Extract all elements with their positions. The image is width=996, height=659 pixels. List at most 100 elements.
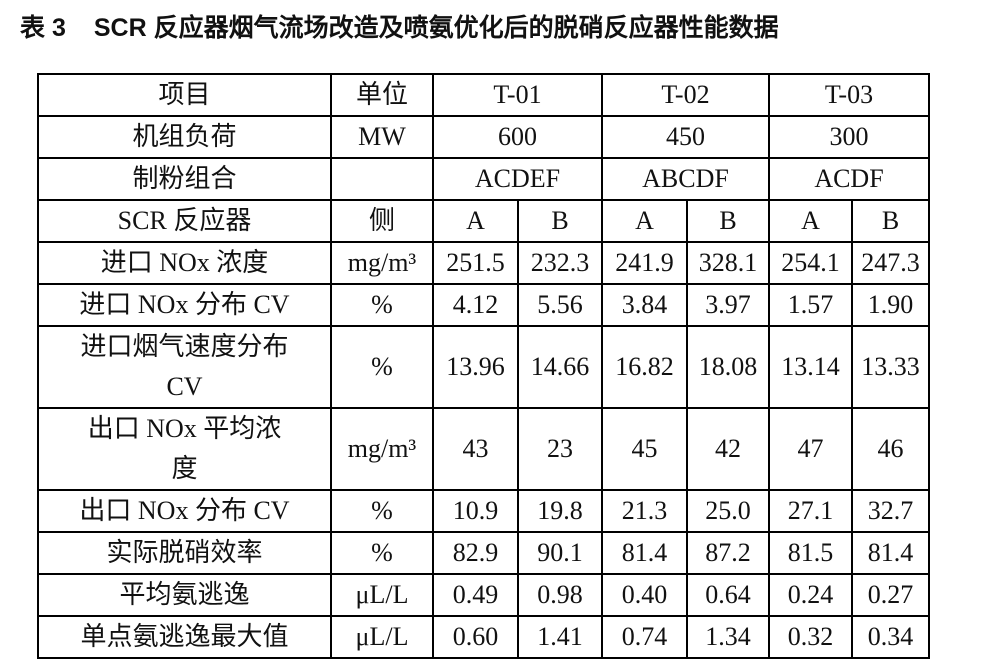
value-cell: 46	[851, 407, 930, 491]
unit-cell: μL/L	[330, 573, 434, 617]
value-cell: 300	[768, 115, 930, 159]
value-cell: 16.82	[601, 325, 688, 409]
header-cell: 单位	[330, 73, 434, 117]
table-row: 单点氨逃逸最大值 μL/L 0.60 1.41 0.74 1.34 0.32 0.34	[37, 615, 930, 659]
value-cell: 21.3	[601, 489, 688, 533]
table-row: 出口 NOx 分布 CV% 10.9 19.8 21.3 25.0 27.1 32.7	[37, 489, 930, 533]
value-cell: 13.33	[851, 325, 930, 409]
row-label: 进口烟气速度分布 CV	[37, 325, 332, 409]
value-cell: 4.12	[432, 283, 519, 327]
value-cell: 247.3	[851, 241, 930, 285]
value-cell: 254.1	[768, 241, 853, 285]
header-cell: T-03	[768, 73, 930, 117]
value-cell: B	[517, 199, 603, 243]
table-row: 出口 NOx 平均浓度 mg/m³ 43 23 45 42 47 46	[37, 407, 930, 491]
value-cell: 0.40	[601, 573, 688, 617]
value-cell: 13.14	[768, 325, 853, 409]
value-cell: 3.97	[686, 283, 770, 327]
value-cell: 1.34	[686, 615, 770, 659]
unit-cell: %	[330, 325, 434, 409]
value-cell: 600	[432, 115, 603, 159]
value-cell: 0.27	[851, 573, 930, 617]
table-row: 实际脱硝效率% 82.9 90.1 81.4 87.2 81.5 81.4	[37, 531, 930, 575]
value-cell: 14.66	[517, 325, 603, 409]
unit-cell: %	[330, 489, 434, 533]
value-cell: B	[851, 199, 930, 243]
row-label: 进口 NOx 浓度	[37, 241, 332, 285]
value-cell: 0.98	[517, 573, 603, 617]
value-cell: 90.1	[517, 531, 603, 575]
value-cell: 19.8	[517, 489, 603, 533]
table-row: 平均氨逃逸 μL/L 0.49 0.98 0.40 0.64 0.24 0.27	[37, 573, 930, 617]
value-cell: 32.7	[851, 489, 930, 533]
value-cell: ACDF	[768, 157, 930, 201]
value-cell: 0.24	[768, 573, 853, 617]
table-row: SCR 反应器侧 A B A B A B	[37, 199, 930, 243]
row-label: 机组负荷	[37, 115, 332, 159]
row-label: 实际脱硝效率	[37, 531, 332, 575]
unit-cell: MW	[330, 115, 434, 159]
value-cell: 45	[601, 407, 688, 491]
value-cell: 10.9	[432, 489, 519, 533]
page: 表 3 SCR 反应器烟气流场改造及喷氨优化后的脱硝反应器性能数据 项目 单位 T-0…	[20, 8, 930, 659]
row-label: SCR 反应器	[37, 199, 332, 243]
value-cell: 0.74	[601, 615, 688, 659]
value-cell: 81.4	[601, 531, 688, 575]
value-cell: 18.08	[686, 325, 770, 409]
table-row: 进口 NOx 浓度 mg/m³ 251.5 232.3 241.9 328.1 254.1 2…	[37, 241, 930, 285]
value-cell: 1.90	[851, 283, 930, 327]
value-cell: 0.64	[686, 573, 770, 617]
value-cell: 1.57	[768, 283, 853, 327]
value-cell: 5.56	[517, 283, 603, 327]
value-cell: A	[432, 199, 519, 243]
value-cell: A	[768, 199, 853, 243]
value-cell: 251.5	[432, 241, 519, 285]
caption-text: SCR 反应器烟气流场改造及喷氨优化后的脱硝反应器性能数据	[93, 14, 779, 42]
value-cell: A	[601, 199, 688, 243]
row-label: 平均氨逃逸	[37, 573, 332, 617]
value-cell: 241.9	[601, 241, 688, 285]
unit-cell	[330, 157, 434, 201]
table-row: 机组负荷 MW 600 450 300	[37, 115, 930, 159]
value-cell: 0.60	[432, 615, 519, 659]
value-cell: 3.84	[601, 283, 688, 327]
header-cell: T-02	[601, 73, 770, 117]
unit-cell: μL/L	[330, 615, 434, 659]
value-cell: 232.3	[517, 241, 603, 285]
unit-cell: mg/m³	[330, 407, 434, 491]
value-cell: 81.4	[851, 531, 930, 575]
row-label: 进口 NOx 分布 CV	[37, 283, 332, 327]
table-row: 进口 NOx 分布 CV% 4.12 5.56 3.84 3.97 1.57 1.90	[37, 283, 930, 327]
value-cell: 0.32	[768, 615, 853, 659]
unit-cell: %	[330, 531, 434, 575]
value-cell: ACDEF	[432, 157, 603, 201]
table-caption: 表 3 SCR 反应器烟气流场改造及喷氨优化后的脱硝反应器性能数据	[20, 8, 779, 44]
unit-cell: mg/m³	[330, 241, 434, 285]
row-label: 制粉组合	[37, 157, 332, 201]
value-cell: ABCDF	[601, 157, 770, 201]
unit-cell: %	[330, 283, 434, 327]
value-cell: 25.0	[686, 489, 770, 533]
table-row: 项目 单位 T-01 T-02 T-03	[37, 73, 930, 117]
value-cell: 81.5	[768, 531, 853, 575]
value-cell: 328.1	[686, 241, 770, 285]
header-cell: 项目	[37, 73, 332, 117]
table-row: 进口烟气速度分布 CV% 13.96 14.66 16.82 18.08 13.14 13.…	[37, 325, 930, 409]
value-cell: 82.9	[432, 531, 519, 575]
value-cell: 87.2	[686, 531, 770, 575]
value-cell: 1.41	[517, 615, 603, 659]
caption-label: 表 3	[20, 14, 66, 42]
value-cell: B	[686, 199, 770, 243]
value-cell: 27.1	[768, 489, 853, 533]
value-cell: 13.96	[432, 325, 519, 409]
header-cell: T-01	[432, 73, 603, 117]
value-cell: 0.49	[432, 573, 519, 617]
value-cell: 0.34	[851, 615, 930, 659]
value-cell: 450	[601, 115, 770, 159]
row-label: 出口 NOx 平均浓度	[37, 407, 332, 491]
table-row: 制粉组合 ACDEF ABCDF ACDF	[37, 157, 930, 201]
value-cell: 43	[432, 407, 519, 491]
row-label: 单点氨逃逸最大值	[37, 615, 332, 659]
row-label: 出口 NOx 分布 CV	[37, 489, 332, 533]
data-table: 项目 单位 T-01 T-02 T-03 机组负荷 MW 600 450 300 制粉组合 ACDEF…	[37, 73, 930, 659]
